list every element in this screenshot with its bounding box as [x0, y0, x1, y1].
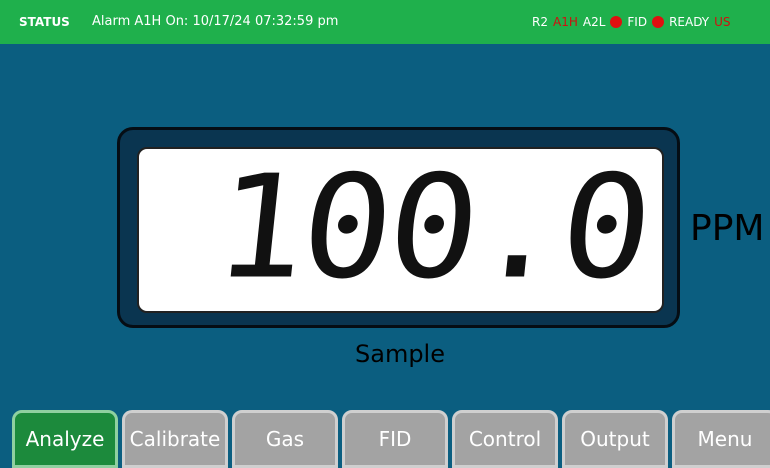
- indicator-dot: [652, 16, 664, 28]
- indicator: FID: [627, 0, 647, 44]
- tab[interactable]: FID: [342, 410, 448, 468]
- tab[interactable]: Output: [562, 410, 668, 468]
- tab[interactable]: Calibrate: [122, 410, 228, 468]
- status-label: STATUS: [19, 0, 70, 44]
- indicator: A1H: [553, 0, 578, 44]
- reading-value: 100.0: [209, 157, 656, 300]
- status-bar: STATUS Alarm A1H On: 10/17/24 07:32:59 p…: [0, 0, 770, 44]
- tab[interactable]: Control: [452, 410, 558, 468]
- indicator: US: [714, 0, 730, 44]
- tab[interactable]: Analyze: [12, 410, 118, 468]
- display: 100.0: [137, 147, 664, 313]
- reading-label: Sample: [0, 340, 770, 368]
- tab[interactable]: Gas: [232, 410, 338, 468]
- tab[interactable]: Menu: [672, 410, 770, 468]
- screen: STATUS Alarm A1H On: 10/17/24 07:32:59 p…: [0, 0, 770, 468]
- indicator: R2: [532, 0, 548, 44]
- indicator: A2L: [583, 0, 606, 44]
- reading-unit: PPM: [690, 208, 764, 249]
- indicator-dot: [610, 16, 622, 28]
- indicator: READY: [669, 0, 709, 44]
- status-message: Alarm A1H On: 10/17/24 07:32:59 pm: [92, 0, 338, 44]
